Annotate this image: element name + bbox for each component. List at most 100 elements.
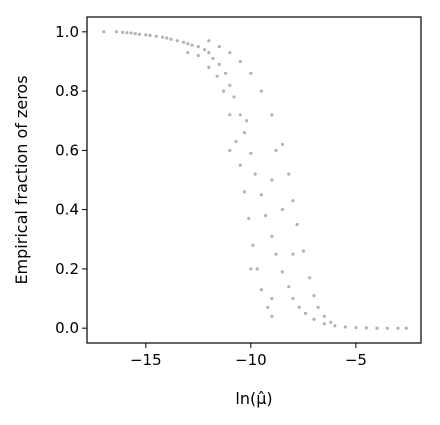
scatter-point: [196, 53, 200, 58]
y-tick-label: 0.2: [55, 260, 79, 278]
scatter-point: [295, 222, 299, 227]
scatter-point: [148, 33, 152, 38]
scatter-point: [249, 267, 253, 271]
scatter-point: [264, 214, 268, 218]
scatter-point: [251, 243, 255, 247]
y-tick-label: 0.4: [55, 201, 79, 219]
scatter-point: [133, 31, 137, 36]
scatter-point: [322, 322, 326, 326]
scatter-point: [114, 30, 118, 34]
scatter-point: [291, 199, 295, 203]
scatter-point: [238, 113, 242, 117]
scatter-point: [259, 89, 263, 93]
scatter-point: [280, 208, 284, 212]
scatter-point: [186, 42, 190, 46]
scatter-point: [249, 151, 253, 155]
scatter-point: [137, 32, 142, 36]
scatter-point: [255, 267, 259, 271]
scatter-point: [121, 30, 125, 34]
x-axis-label: ln(μ̂): [235, 389, 272, 408]
scatter-point: [211, 56, 215, 61]
scatter-point: [232, 95, 236, 99]
scatter-point: [312, 317, 316, 321]
scatter-point: [182, 40, 186, 44]
scatter-point: [259, 193, 263, 197]
y-axis-ticks: 0.0 0.2 0.4 0.6 0.8 1.0: [55, 23, 87, 337]
scatter-point: [207, 51, 211, 55]
scatter-point: [375, 326, 379, 330]
scatter-point: [234, 139, 238, 144]
scatter-point: [329, 320, 333, 324]
x-axis-ticks: −15 −10 −5: [130, 343, 367, 369]
scatter-point: [303, 311, 308, 315]
scatter-point: [228, 51, 232, 55]
scatter-point: [196, 45, 200, 49]
scatter-point: [287, 172, 291, 176]
scatter-point: [270, 314, 274, 318]
scatter-point: [228, 148, 232, 152]
scatter-point: [396, 326, 400, 330]
scatter-point: [217, 45, 221, 49]
scatter-point: [322, 314, 326, 318]
scatter-point: [270, 178, 274, 182]
scatter-point: [280, 142, 284, 146]
scatter-point: [364, 326, 368, 330]
scatter-point: [203, 48, 207, 52]
scatter-point: [249, 71, 253, 75]
scatter-point: [312, 294, 316, 298]
scatter-point: [245, 119, 249, 123]
scatter-point: [247, 216, 251, 221]
scatter-point: [259, 288, 263, 292]
scatter-point: [274, 148, 278, 152]
scatter-point: [190, 43, 194, 47]
y-tick-label: 0.6: [55, 141, 79, 159]
scatter-point: [266, 305, 270, 309]
y-axis-label: Empirical fraction of zeros: [12, 75, 31, 284]
scatter-point: [291, 252, 295, 256]
scatter-point: [224, 71, 228, 75]
scatter-point: [287, 285, 291, 289]
scatter-point: [242, 131, 247, 135]
scatter-point: [125, 31, 129, 35]
x-tick-label: −10: [235, 351, 267, 369]
x-tick-label: −15: [130, 351, 162, 369]
scatter-point: [215, 74, 219, 78]
scatter-point: [301, 249, 305, 253]
scatter-point: [274, 252, 278, 256]
scatter-point: [291, 296, 295, 301]
scatter-point: [238, 59, 242, 64]
scatter-point: [165, 36, 169, 40]
scatter-point: [221, 89, 226, 93]
scatter-point: [333, 324, 337, 328]
scatter-point: [385, 326, 389, 330]
scatter-point: [207, 65, 211, 69]
scatter-point: [228, 113, 232, 117]
scatter-point: [102, 30, 106, 34]
scatter-point: [144, 33, 148, 37]
scatter-point: [270, 296, 274, 301]
scatter-point: [316, 305, 320, 309]
plot-frame: [86, 16, 422, 344]
scatter-point: [169, 37, 173, 41]
scatter-point: [161, 35, 165, 39]
scatter-point: [175, 39, 179, 43]
scatter-point: [154, 34, 158, 38]
x-tick-label: −5: [345, 351, 367, 369]
scatter-point: [270, 234, 274, 238]
y-tick-label: 1.0: [55, 23, 79, 41]
scatter-point: [253, 172, 257, 176]
scatter-point: [343, 325, 347, 329]
scatter-point: [297, 305, 301, 309]
scatter-point: [186, 51, 190, 55]
scatter-point: [270, 113, 274, 117]
scatter-point: [404, 326, 408, 330]
scatter-point: [238, 163, 242, 167]
scatter-point: [217, 62, 221, 66]
y-tick-label: 0.0: [55, 319, 79, 337]
scatter-point: [129, 31, 133, 35]
y-tick-label: 0.8: [55, 82, 79, 100]
scatter-point: [280, 270, 284, 274]
scatter-point: [228, 83, 232, 87]
